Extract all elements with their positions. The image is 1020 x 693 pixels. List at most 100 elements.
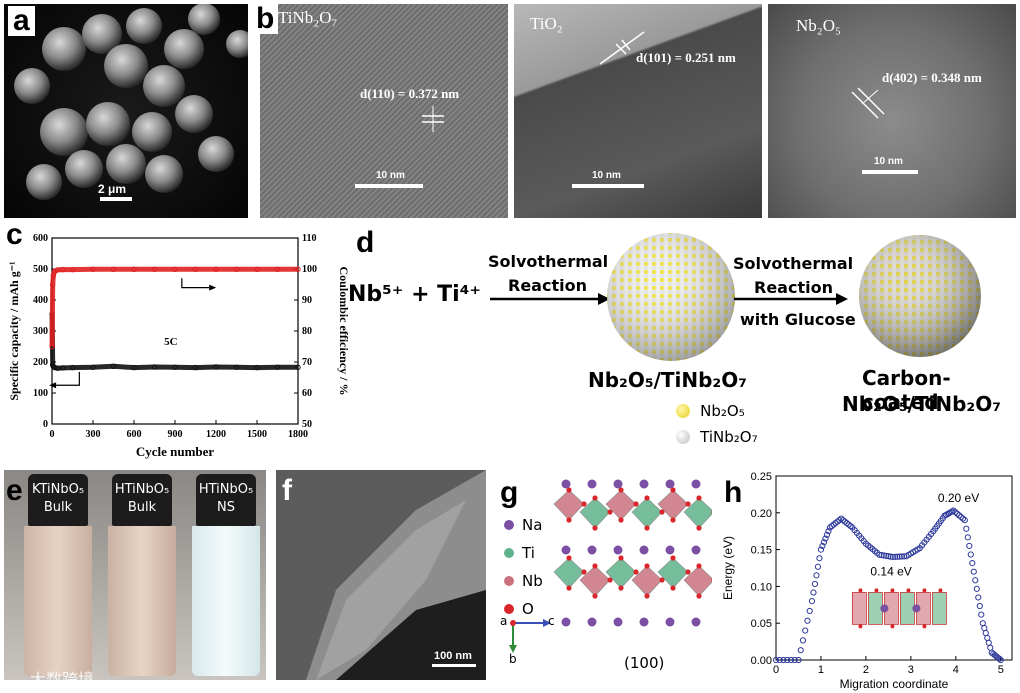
inset-oxygen xyxy=(858,588,863,593)
oxygen-atom xyxy=(566,555,572,561)
product2-line2: Nb₂O₅/TiNb₂O₇ xyxy=(842,392,1001,416)
efficiency-point xyxy=(110,266,117,273)
energy-point xyxy=(973,585,980,592)
energy-point xyxy=(811,580,819,588)
oxygen-atom xyxy=(592,593,598,599)
octahedron xyxy=(657,489,689,521)
right-axis-indicator xyxy=(181,278,210,289)
sodium-atom xyxy=(613,617,623,627)
oxygen-atom xyxy=(696,495,702,501)
energy-point xyxy=(838,515,845,522)
inset-oxygen xyxy=(922,588,927,593)
oxygen-atom xyxy=(696,593,702,599)
energy-point xyxy=(880,552,887,559)
inset-sodium xyxy=(880,604,889,613)
efficiency-point xyxy=(90,266,96,273)
oxygen-atom xyxy=(607,577,613,583)
vial-2: HTiNbO₅ Bulk xyxy=(106,474,178,680)
energy-point xyxy=(966,542,973,550)
inset-oxygen xyxy=(890,588,895,593)
inset-oxygen xyxy=(890,624,895,629)
y-axis-label: Specific capacity / mAh g⁻¹ xyxy=(7,261,21,401)
sodium-atom xyxy=(561,617,571,627)
octahedron xyxy=(553,489,585,521)
energy-point xyxy=(808,598,816,605)
energy-point xyxy=(810,589,817,596)
y2-tick-label: 100 xyxy=(302,264,317,275)
energy-point xyxy=(822,535,829,542)
vial-label-line1: KTiNbO₅ xyxy=(31,482,85,497)
energy-point xyxy=(802,627,809,634)
y2-tick-label: 80 xyxy=(302,326,312,337)
energy-point xyxy=(814,563,822,570)
axis-label-a: a xyxy=(500,614,508,628)
y-tick-label: 200 xyxy=(33,357,48,368)
efficiency-point xyxy=(60,266,66,273)
energy-point xyxy=(876,551,883,558)
energy-point xyxy=(889,553,896,561)
energy-point xyxy=(830,521,837,528)
legend-d-label: TiNb₂O₇ xyxy=(700,428,758,447)
oxygen-atom xyxy=(581,501,587,507)
spacing-tio2: d(101) = 0.251 nm xyxy=(636,50,736,65)
oxygen-atom xyxy=(659,509,665,515)
oxygen-atom xyxy=(581,569,587,575)
y2-axis-label: Coulombic efficiency / % xyxy=(337,267,350,396)
legend-d-label: Nb₂O₅ xyxy=(700,402,745,421)
sem-spheres-drawing xyxy=(14,3,254,200)
product1-label: Nb₂O₅/TiNb₂O₇ xyxy=(588,368,747,392)
oxygen-atom xyxy=(696,525,702,531)
energy-point xyxy=(832,520,839,527)
vial-cap xyxy=(112,474,172,526)
sodium-atom xyxy=(587,479,597,489)
scale-label-tinb2o7: 10 nm xyxy=(376,170,405,181)
energy-point xyxy=(836,517,843,524)
legend-d-tinb2o7: TiNb₂O₇ xyxy=(676,428,758,446)
step2-line3: with Glucose xyxy=(740,310,856,329)
energy-point xyxy=(883,552,890,559)
energy-point xyxy=(843,520,850,527)
energy-point xyxy=(887,553,894,560)
efficiency-point xyxy=(151,266,158,273)
x-tick-label: 1500 xyxy=(247,429,267,440)
energy-point xyxy=(784,656,791,664)
oxygen-atom xyxy=(711,578,712,582)
sodium-atom xyxy=(587,545,597,555)
energy-point xyxy=(819,542,826,550)
energy-point xyxy=(896,553,903,560)
energy-point xyxy=(776,656,783,664)
energy-point xyxy=(839,517,847,524)
energy-point xyxy=(967,551,974,558)
y2-tick-label: 110 xyxy=(302,233,316,244)
capacity-point xyxy=(131,364,137,371)
energy-point xyxy=(813,572,820,579)
oxygen-atom xyxy=(592,563,598,569)
y2-tick-label: 50 xyxy=(302,419,312,430)
oxygen-atom xyxy=(685,569,691,575)
legend-g: Na Ti Nb O xyxy=(504,516,543,628)
energy-point xyxy=(845,521,852,528)
efficiency-point xyxy=(52,268,58,274)
tem-image-nb2o5 xyxy=(768,4,1016,218)
sodium-atom xyxy=(691,617,701,627)
y-tick-label: 600 xyxy=(33,233,48,244)
y2-tick-label: 70 xyxy=(302,357,312,368)
capacity-point xyxy=(110,363,117,370)
sodium-atom xyxy=(561,545,571,555)
panel-label-c: c xyxy=(6,218,23,251)
capacity-point xyxy=(54,365,61,371)
capacity-point xyxy=(254,364,260,371)
left-axis-indicator xyxy=(56,371,80,386)
product2-line1: Carbon-coated xyxy=(862,366,951,414)
tem-image-tinb2o7 xyxy=(260,4,508,218)
capacity-series-line xyxy=(49,313,298,371)
y-tick-label: 0.10 xyxy=(751,581,772,593)
step1-line1: Solvothermal xyxy=(488,252,609,271)
tem-title-tinb2o7: TiNb₂O₇ xyxy=(278,8,338,27)
efficiency-point xyxy=(274,266,281,273)
energy-point xyxy=(964,534,971,541)
step2-line2: Reaction xyxy=(754,278,833,297)
capacity-point xyxy=(69,364,76,371)
efficiency-point xyxy=(233,266,240,273)
x-tick-label: 900 xyxy=(168,429,183,440)
